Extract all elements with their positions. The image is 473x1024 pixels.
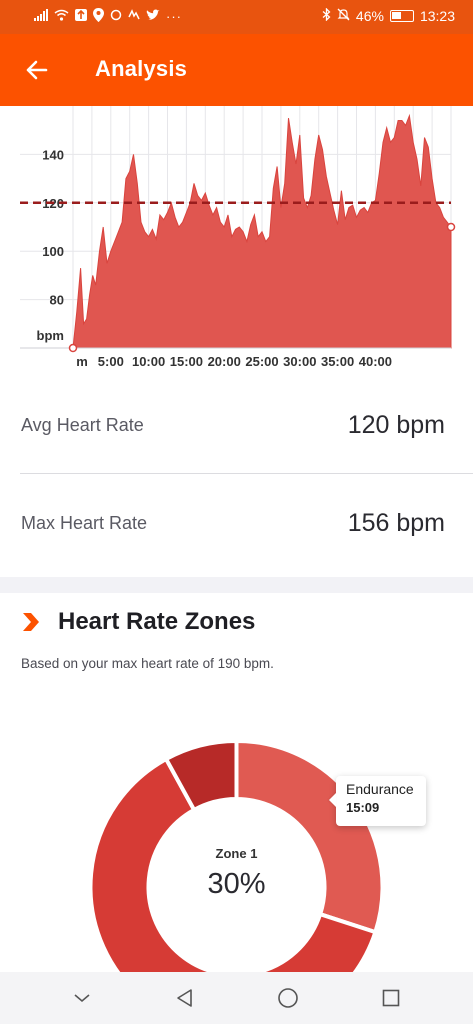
home-nav-button[interactable] — [268, 978, 308, 1018]
max-heart-rate-value: 156 bpm — [347, 508, 445, 537]
y-tick-label: 140 — [42, 147, 64, 162]
section-separator — [0, 577, 473, 593]
avg-heart-rate-row: Avg Heart Rate 120 bpm — [0, 376, 473, 474]
y-tick-label: 100 — [42, 244, 64, 259]
chart-start-marker — [68, 343, 78, 353]
activity-icon — [128, 9, 140, 24]
donut-center-percent: 30% — [207, 868, 266, 900]
max-heart-rate-label: Max Heart Rate — [21, 512, 148, 533]
ad-icon — [75, 9, 87, 24]
avg-heart-rate-label: Avg Heart Rate — [21, 414, 144, 435]
recents-square-icon — [383, 989, 400, 1007]
tooltip-zone-time: 15:09 — [346, 800, 380, 815]
battery-percent: 46% — [355, 8, 384, 24]
chart-end-marker — [446, 222, 456, 232]
back-nav-button[interactable] — [165, 978, 205, 1018]
twitter-icon — [146, 9, 160, 24]
y-axis-label: bpm — [37, 328, 64, 343]
zone-tooltip: Endurance 15:09 — [336, 776, 426, 826]
battery-icon — [389, 10, 414, 22]
status-right: 46% 13:23 — [322, 7, 455, 24]
more-icon: ··· — [166, 9, 182, 24]
heart-rate-area — [72, 113, 452, 349]
home-circle-icon — [278, 988, 298, 1008]
signal-icon — [34, 9, 48, 24]
x-tick-label: 40:00 — [359, 354, 392, 369]
zones-donut-chart[interactable] — [0, 700, 473, 974]
x-axis-label: m — [76, 354, 88, 369]
x-tick-label: 30:00 — [283, 354, 316, 369]
zone-segment — [234, 738, 385, 935]
x-tick-label: 25:00 — [245, 354, 278, 369]
x-tick-label: 5:00 — [98, 354, 124, 369]
arrow-left-icon — [26, 60, 48, 80]
tooltip-zone-name: Endurance — [346, 781, 414, 797]
recents-nav-button[interactable] — [371, 978, 411, 1018]
x-tick-label: 35:00 — [321, 354, 354, 369]
mute-icon — [337, 8, 350, 24]
heart-rate-chart: 80 100 120 140 bpm m 5:00 10:00 15:00 20:00 25:00 3… — [0, 106, 473, 378]
divider — [20, 473, 473, 474]
back-button[interactable] — [18, 51, 56, 89]
bluetooth-icon — [322, 7, 331, 24]
x-tick-label: 15:00 — [170, 354, 203, 369]
chevron-right-icon — [23, 613, 39, 631]
location-icon — [93, 8, 104, 25]
collapse-button[interactable] — [62, 978, 102, 1018]
zones-title: Heart Rate Zones — [58, 608, 256, 635]
collapse-icon — [74, 994, 90, 1003]
back-triangle-icon — [177, 989, 192, 1007]
zones-subtitle: Based on your max heart rate of 190 bpm. — [21, 656, 274, 671]
x-tick-label: 20:00 — [208, 354, 241, 369]
y-tick-label: 80 — [50, 293, 64, 308]
app-bar: Analysis — [0, 34, 473, 106]
zone-segment — [88, 756, 378, 974]
status-left: ··· — [34, 8, 182, 25]
wifi-icon — [54, 9, 69, 24]
zones-donut-svg — [88, 738, 385, 974]
zone-segment — [163, 738, 239, 813]
avg-heart-rate-value: 120 bpm — [347, 410, 445, 439]
system-nav-bar — [0, 972, 473, 1024]
donut-center-zone: Zone 1 — [215, 846, 258, 861]
max-heart-rate-row: Max Heart Rate 156 bpm — [0, 474, 473, 572]
sync-icon — [110, 9, 122, 24]
x-tick-label: 10:00 — [132, 354, 165, 369]
status-bar: ··· 46% 13:23 — [0, 0, 473, 34]
page-title: Analysis — [95, 56, 188, 81]
zones-header: Heart Rate Zones — [22, 608, 255, 636]
clock: 13:23 — [419, 8, 455, 24]
